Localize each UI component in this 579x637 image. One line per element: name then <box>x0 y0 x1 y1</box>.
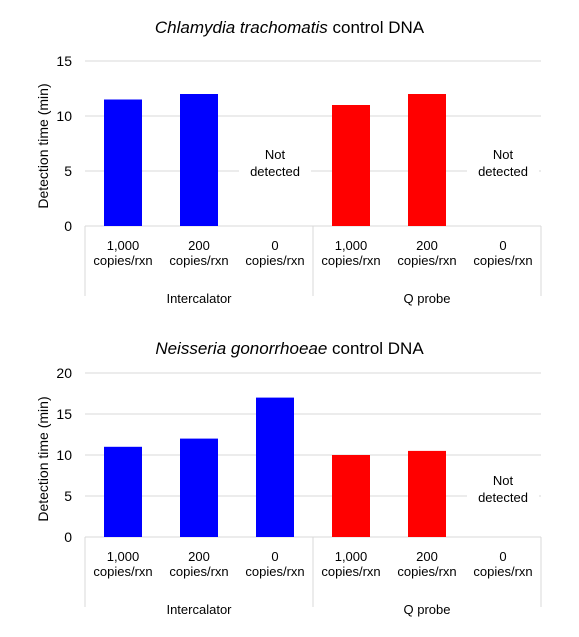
x-tick-label: 1,000 <box>107 549 140 564</box>
not-detected-label: Not <box>493 473 514 488</box>
not-detected-bg <box>239 142 311 183</box>
y-tick-label: 15 <box>56 406 72 422</box>
not-detected-bg <box>467 469 539 510</box>
x-tick-label: 1,000 <box>335 549 368 564</box>
not-detected-label: Not <box>265 147 286 162</box>
x-tick-label: copies/rxn <box>93 253 152 268</box>
x-tick-label: 0 <box>271 238 278 253</box>
y-tick-label: 20 <box>56 365 72 381</box>
x-tick-label: copies/rxn <box>169 253 228 268</box>
y-tick-label: 10 <box>56 108 72 124</box>
y-tick-label: 5 <box>64 163 72 179</box>
x-tick-label: 0 <box>499 238 506 253</box>
x-tick-label: copies/rxn <box>473 564 532 579</box>
chart-neisseria: Neisseria gonorrhoeae control DNA Detect… <box>0 320 579 635</box>
x-group-label: Q probe <box>404 602 451 617</box>
x-tick-label: copies/rxn <box>245 564 304 579</box>
chart-title: Chlamydia trachomatis control DNA <box>154 18 425 37</box>
x-group-label: Intercalator <box>166 602 232 617</box>
y-tick-label: 15 <box>56 53 72 69</box>
x-group-label: Intercalator <box>166 291 232 306</box>
not-detected-label: detected <box>478 490 528 505</box>
bar <box>332 105 370 226</box>
bar <box>180 438 218 537</box>
bar <box>256 397 294 537</box>
x-tick-label: copies/rxn <box>473 253 532 268</box>
x-tick-label: 200 <box>416 238 438 253</box>
x-tick-label: copies/rxn <box>397 564 456 579</box>
not-detected-label: Not <box>493 147 514 162</box>
bar <box>180 94 218 226</box>
x-group-label: Q probe <box>404 291 451 306</box>
y-tick-label: 0 <box>64 529 72 545</box>
y-tick-label: 5 <box>64 488 72 504</box>
bar <box>104 446 142 537</box>
x-tick-label: 200 <box>416 549 438 564</box>
x-tick-label: copies/rxn <box>245 253 304 268</box>
x-tick-label: 200 <box>188 549 210 564</box>
chart-chlamydia: Chlamydia trachomatis control DNA Detect… <box>0 0 579 315</box>
not-detected-bg <box>467 142 539 183</box>
x-tick-label: 1,000 <box>335 238 368 253</box>
bar <box>104 99 142 226</box>
x-tick-label: 0 <box>271 549 278 564</box>
chart-plot-area: 0510151,000copies/rxn200copies/rxnNotdet… <box>56 53 542 306</box>
x-tick-label: copies/rxn <box>321 564 380 579</box>
not-detected-label: detected <box>478 164 528 179</box>
chart-title: Neisseria gonorrhoeae control DNA <box>155 339 424 358</box>
y-tick-label: 0 <box>64 218 72 234</box>
y-tick-label: 10 <box>56 447 72 463</box>
bar <box>332 455 370 537</box>
x-tick-label: copies/rxn <box>397 253 456 268</box>
not-detected-label: detected <box>250 164 300 179</box>
x-tick-label: copies/rxn <box>169 564 228 579</box>
x-tick-label: copies/rxn <box>93 564 152 579</box>
x-tick-label: 200 <box>188 238 210 253</box>
x-tick-label: copies/rxn <box>321 253 380 268</box>
x-tick-label: 0 <box>499 549 506 564</box>
bar <box>408 94 446 226</box>
chart-plot-area: 051015201,000copies/rxn200copies/rxn0cop… <box>56 365 542 617</box>
x-tick-label: 1,000 <box>107 238 140 253</box>
bar <box>408 450 446 537</box>
